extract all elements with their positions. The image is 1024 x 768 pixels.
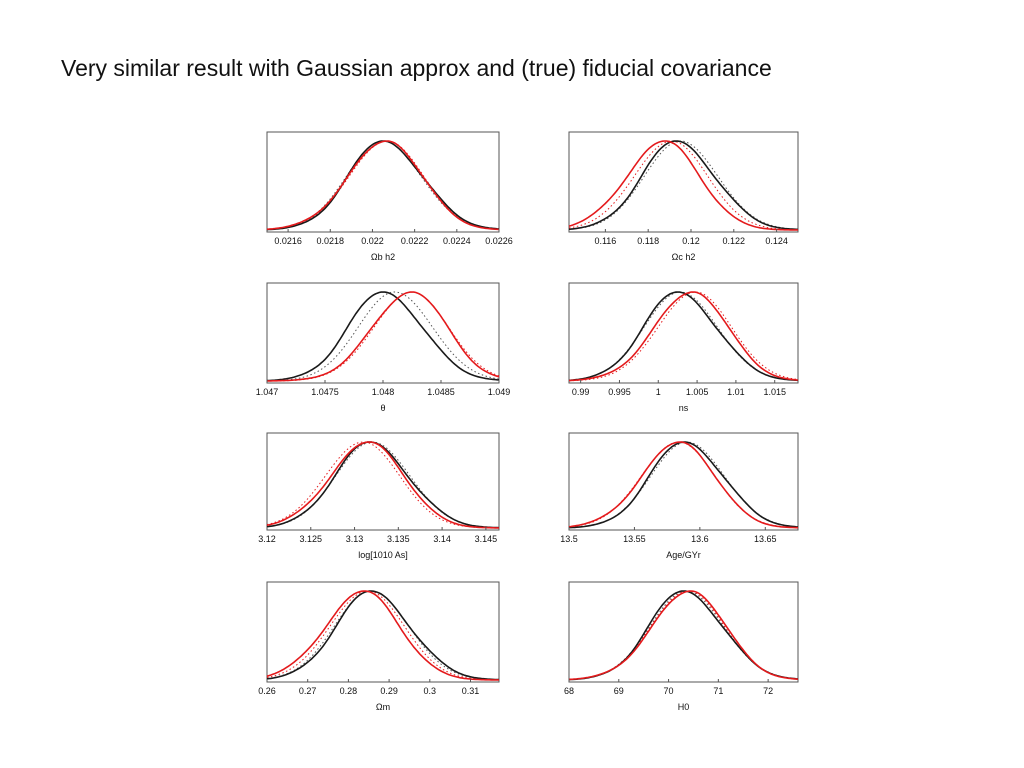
- series-dotted-red: [569, 291, 799, 382]
- x-tick-label: 72: [763, 686, 773, 696]
- series-dotted-red: [266, 140, 500, 230]
- x-axis-label: θ: [380, 403, 385, 413]
- x-tick-label: 3.145: [475, 534, 498, 544]
- series-red: [266, 140, 500, 231]
- slide-title: Very similar result with Gaussian approx…: [61, 55, 772, 81]
- x-tick-label: 0.27: [299, 686, 317, 696]
- x-axis-label: log[1010 As]: [358, 550, 408, 560]
- x-tick-label: 0.29: [380, 686, 398, 696]
- x-tick-label: 0.022: [361, 236, 384, 246]
- series-dotted-black: [568, 140, 799, 230]
- x-tick-label: 1.048: [372, 387, 395, 397]
- x-tick-label: 0.0226: [485, 236, 513, 246]
- plot-frame: [568, 131, 799, 233]
- x-tick-label: 0.99: [572, 387, 590, 397]
- x-tick-label: 1.01: [727, 387, 745, 397]
- series-black: [568, 590, 799, 681]
- series-red: [568, 590, 799, 681]
- x-tick-label: 3.14: [433, 534, 451, 544]
- x-tick-label: 68: [564, 686, 574, 696]
- x-tick-label: 13.65: [754, 534, 777, 544]
- posterior-panel: 1.047 1.0475 1.048 1.0485 1.049 θ: [256, 282, 511, 413]
- series-black: [568, 140, 799, 231]
- plot-frame: [266, 432, 500, 531]
- x-tick-label: 0.26: [258, 686, 276, 696]
- x-tick-label: 13.5: [560, 534, 578, 544]
- plot-frame: [568, 282, 799, 384]
- series-dotted-black: [267, 291, 500, 382]
- x-axis-label: Ωb h2: [371, 252, 395, 262]
- x-tick-label: 0.0216: [274, 236, 302, 246]
- x-tick-label: 0.116: [594, 236, 616, 246]
- x-tick-label: 0.118: [637, 236, 659, 246]
- series-dotted-black: [568, 291, 799, 381]
- x-tick-label: 3.12: [258, 534, 276, 544]
- series-black: [266, 590, 500, 681]
- series-black: [266, 140, 500, 231]
- plot-frame: [266, 282, 500, 384]
- series-dotted-red: [568, 441, 798, 529]
- plot-frame: [568, 432, 799, 531]
- series-black: [569, 441, 799, 529]
- series-red: [568, 441, 798, 529]
- series-dotted-red: [568, 590, 799, 680]
- x-tick-label: 1: [656, 387, 661, 397]
- x-tick-label: 69: [614, 686, 624, 696]
- posterior-panel: 0.99 0.995 1 1.005 1.01 1.015 ns: [568, 282, 799, 413]
- posterior-panel: 13.5 13.55 13.6 13.65 Age/GYr: [560, 432, 799, 560]
- x-tick-label: 1.0475: [311, 387, 339, 397]
- x-tick-label: 13.6: [691, 534, 709, 544]
- posterior-panel: 0.26 0.27 0.28 0.29 0.3 0.31 Ωm: [258, 581, 500, 712]
- series-dotted-red: [266, 590, 500, 681]
- x-tick-label: 0.12: [682, 236, 700, 246]
- plot-frame: [266, 581, 500, 683]
- x-tick-label: 0.995: [608, 387, 631, 397]
- plot-frame: [568, 581, 799, 683]
- x-axis-label: Age/GYr: [666, 550, 701, 560]
- x-tick-label: 1.015: [763, 387, 786, 397]
- x-tick-label: 71: [713, 686, 723, 696]
- x-tick-label: 3.125: [300, 534, 323, 544]
- x-tick-label: 0.0224: [443, 236, 471, 246]
- series-dotted-black: [568, 441, 799, 529]
- series-dotted-black: [266, 441, 500, 529]
- x-axis-label: ns: [679, 403, 689, 413]
- x-tick-label: 0.0222: [401, 236, 429, 246]
- x-tick-label: 0.3: [424, 686, 437, 696]
- x-tick-label: 1.049: [488, 387, 511, 397]
- x-tick-label: 0.0218: [317, 236, 345, 246]
- x-tick-label: 0.122: [723, 236, 746, 246]
- x-tick-label: 1.0485: [427, 387, 455, 397]
- x-tick-label: 3.13: [346, 534, 364, 544]
- x-tick-label: 0.31: [462, 686, 480, 696]
- x-axis-label: Ωc h2: [672, 252, 696, 262]
- posterior-panel: 0.116 0.118 0.12 0.122 0.124 Ωc h2: [568, 131, 799, 262]
- series-red: [267, 291, 500, 382]
- plot-frame: [266, 131, 500, 233]
- series-red: [266, 441, 499, 529]
- x-tick-label: 3.135: [387, 534, 410, 544]
- x-tick-label: 0.124: [765, 236, 788, 246]
- series-black: [568, 291, 799, 382]
- series-dotted-red: [568, 140, 798, 231]
- series-dotted-black: [568, 590, 799, 681]
- posterior-panel: 68 69 70 71 72 H0: [564, 581, 799, 712]
- x-tick-label: 13.55: [623, 534, 646, 544]
- series-black: [266, 441, 500, 529]
- series-black: [266, 291, 500, 382]
- x-axis-label: Ωm: [376, 702, 390, 712]
- series-dotted-red: [267, 291, 500, 382]
- x-tick-label: 0.28: [340, 686, 358, 696]
- x-axis-label: H0: [678, 702, 690, 712]
- x-tick-label: 1.047: [256, 387, 279, 397]
- posterior-panel: 0.0216 0.0218 0.022 0.0222 0.0224 0.0226 Ωb h2: [266, 131, 513, 262]
- series-dotted-black: [266, 140, 500, 230]
- series-red: [568, 140, 798, 231]
- series-red: [266, 590, 499, 681]
- x-tick-label: 70: [664, 686, 674, 696]
- x-tick-label: 1.005: [686, 387, 709, 397]
- series-red: [568, 291, 799, 382]
- posterior-panel: 3.12 3.125 3.13 3.135 3.14 3.145 log[1010 As]: [258, 432, 500, 560]
